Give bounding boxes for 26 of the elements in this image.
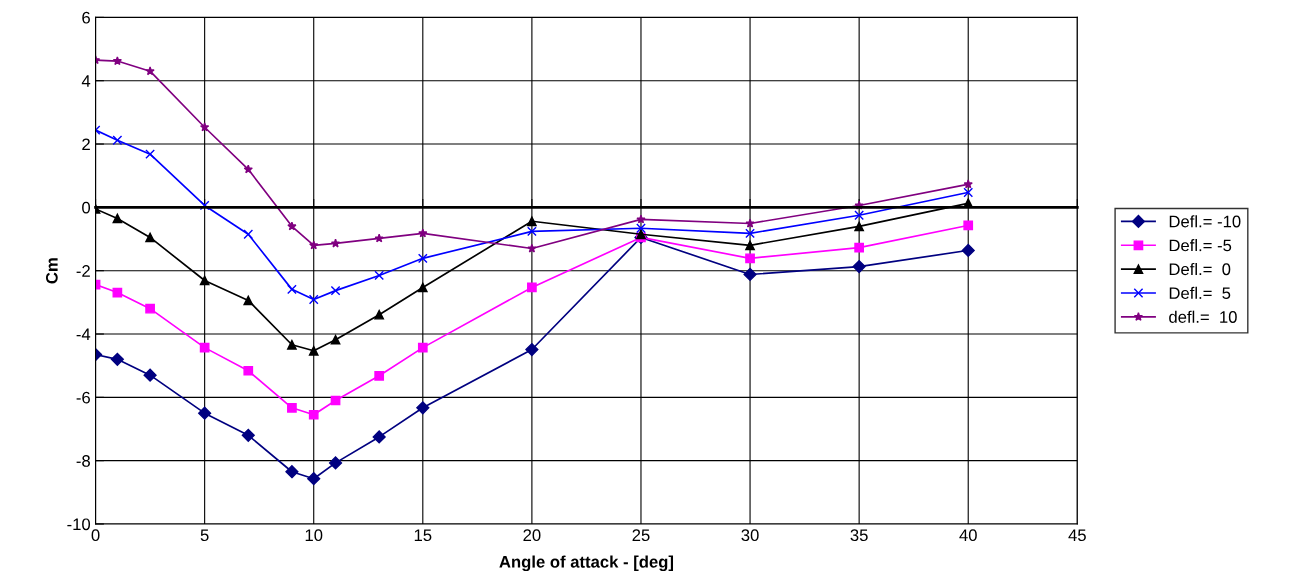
y-tick-label: 0 [82,201,91,214]
x-tick-label: 45 [1068,529,1086,542]
legend-label: Defl.= -10 [1169,215,1241,228]
y-tick-label: -10 [67,518,91,531]
x-tick-label: 10 [305,529,323,542]
x-tick-label: 35 [850,529,868,542]
x-tick-label: 5 [200,529,209,542]
x-axis-title: Angle of attack - [deg] [499,555,674,572]
x-tick-label: 15 [414,529,432,542]
legend-label: Defl.= 5 [1169,286,1231,300]
y-tick-label: 6 [82,11,90,24]
y-tick-label: -8 [76,455,90,467]
y-axis-title: Cm [45,258,58,284]
x-tick-label: 20 [523,529,541,542]
legend-label: Defl.= 0 [1169,262,1231,276]
x-tick-label: 30 [741,529,759,542]
x-tick-label: 40 [959,529,977,542]
y-tick-label: 2 [82,138,90,151]
y-tick-label: -6 [76,391,90,404]
y-tick-label: -4 [76,328,91,341]
y-tick-label: -2 [76,265,90,277]
x-tick-label: 25 [632,529,650,542]
y-tick-label: 4 [81,75,91,87]
x-tick-label: 0 [91,529,100,542]
legend-label: Defl.= -5 [1169,239,1232,252]
legend-label: defl.= 10 [1169,310,1237,323]
